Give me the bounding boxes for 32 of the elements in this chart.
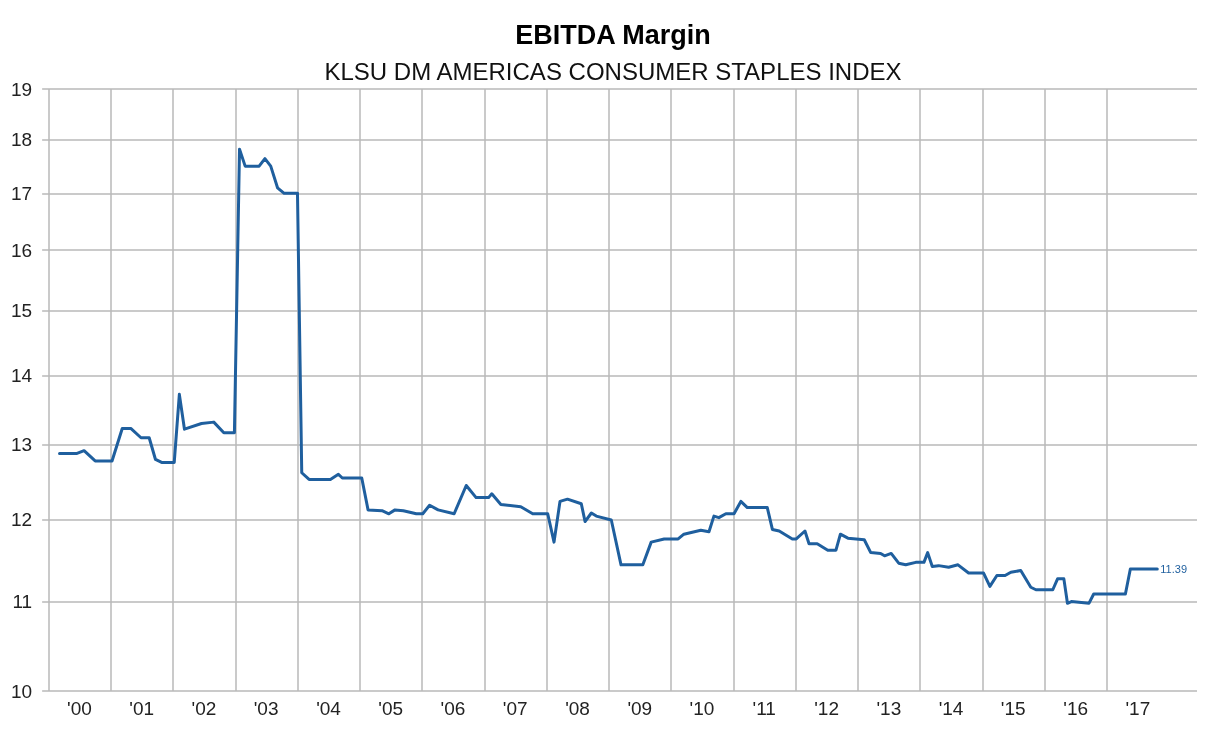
x-tick-label: '08 [565, 698, 590, 719]
y-tick-label: 12 [10, 509, 33, 531]
y-tick-label: 19 [10, 78, 33, 100]
x-tick-label: '00 [67, 698, 92, 719]
y-tick-label: 16 [10, 239, 33, 261]
x-tick-label: '17 [1125, 698, 1151, 719]
chart-subtitle: KLSU DM AMERICAS CONSUMER STAPLES INDEX [324, 57, 902, 85]
y-tick-label: 15 [10, 300, 33, 322]
y-tick-label: 14 [10, 364, 33, 386]
y-tick-label: 17 [10, 182, 33, 204]
y-tick-label: 13 [10, 434, 33, 456]
x-tick-label: '06 [440, 698, 466, 719]
chart-title: EBITDA Margin [515, 19, 711, 50]
x-tick-label: '03 [253, 698, 279, 719]
annotation: 11.39 [1160, 562, 1187, 575]
x-tick-label: '04 [316, 698, 342, 719]
x-tick-label: '01 [129, 698, 155, 719]
x-tick-label: '10 [689, 698, 715, 719]
x-tick-label: '02 [191, 698, 217, 719]
x-tick-label: '11 [752, 698, 776, 719]
x-tick-label: '05 [378, 698, 404, 719]
line-series [58, 147, 1159, 605]
x-tick-label: '13 [876, 698, 902, 719]
x-tick-label: '14 [938, 698, 964, 719]
x-tick-label: '09 [627, 698, 653, 719]
x-tick-label: '07 [502, 698, 528, 719]
x-tick-label: '12 [814, 698, 839, 719]
y-tick-label: 18 [10, 129, 33, 151]
x-tick-label: '15 [1000, 698, 1026, 719]
y-tick-label: 11 [12, 591, 33, 613]
x-tick-label: '16 [1063, 698, 1089, 719]
y-tick-label: 10 [10, 680, 33, 702]
